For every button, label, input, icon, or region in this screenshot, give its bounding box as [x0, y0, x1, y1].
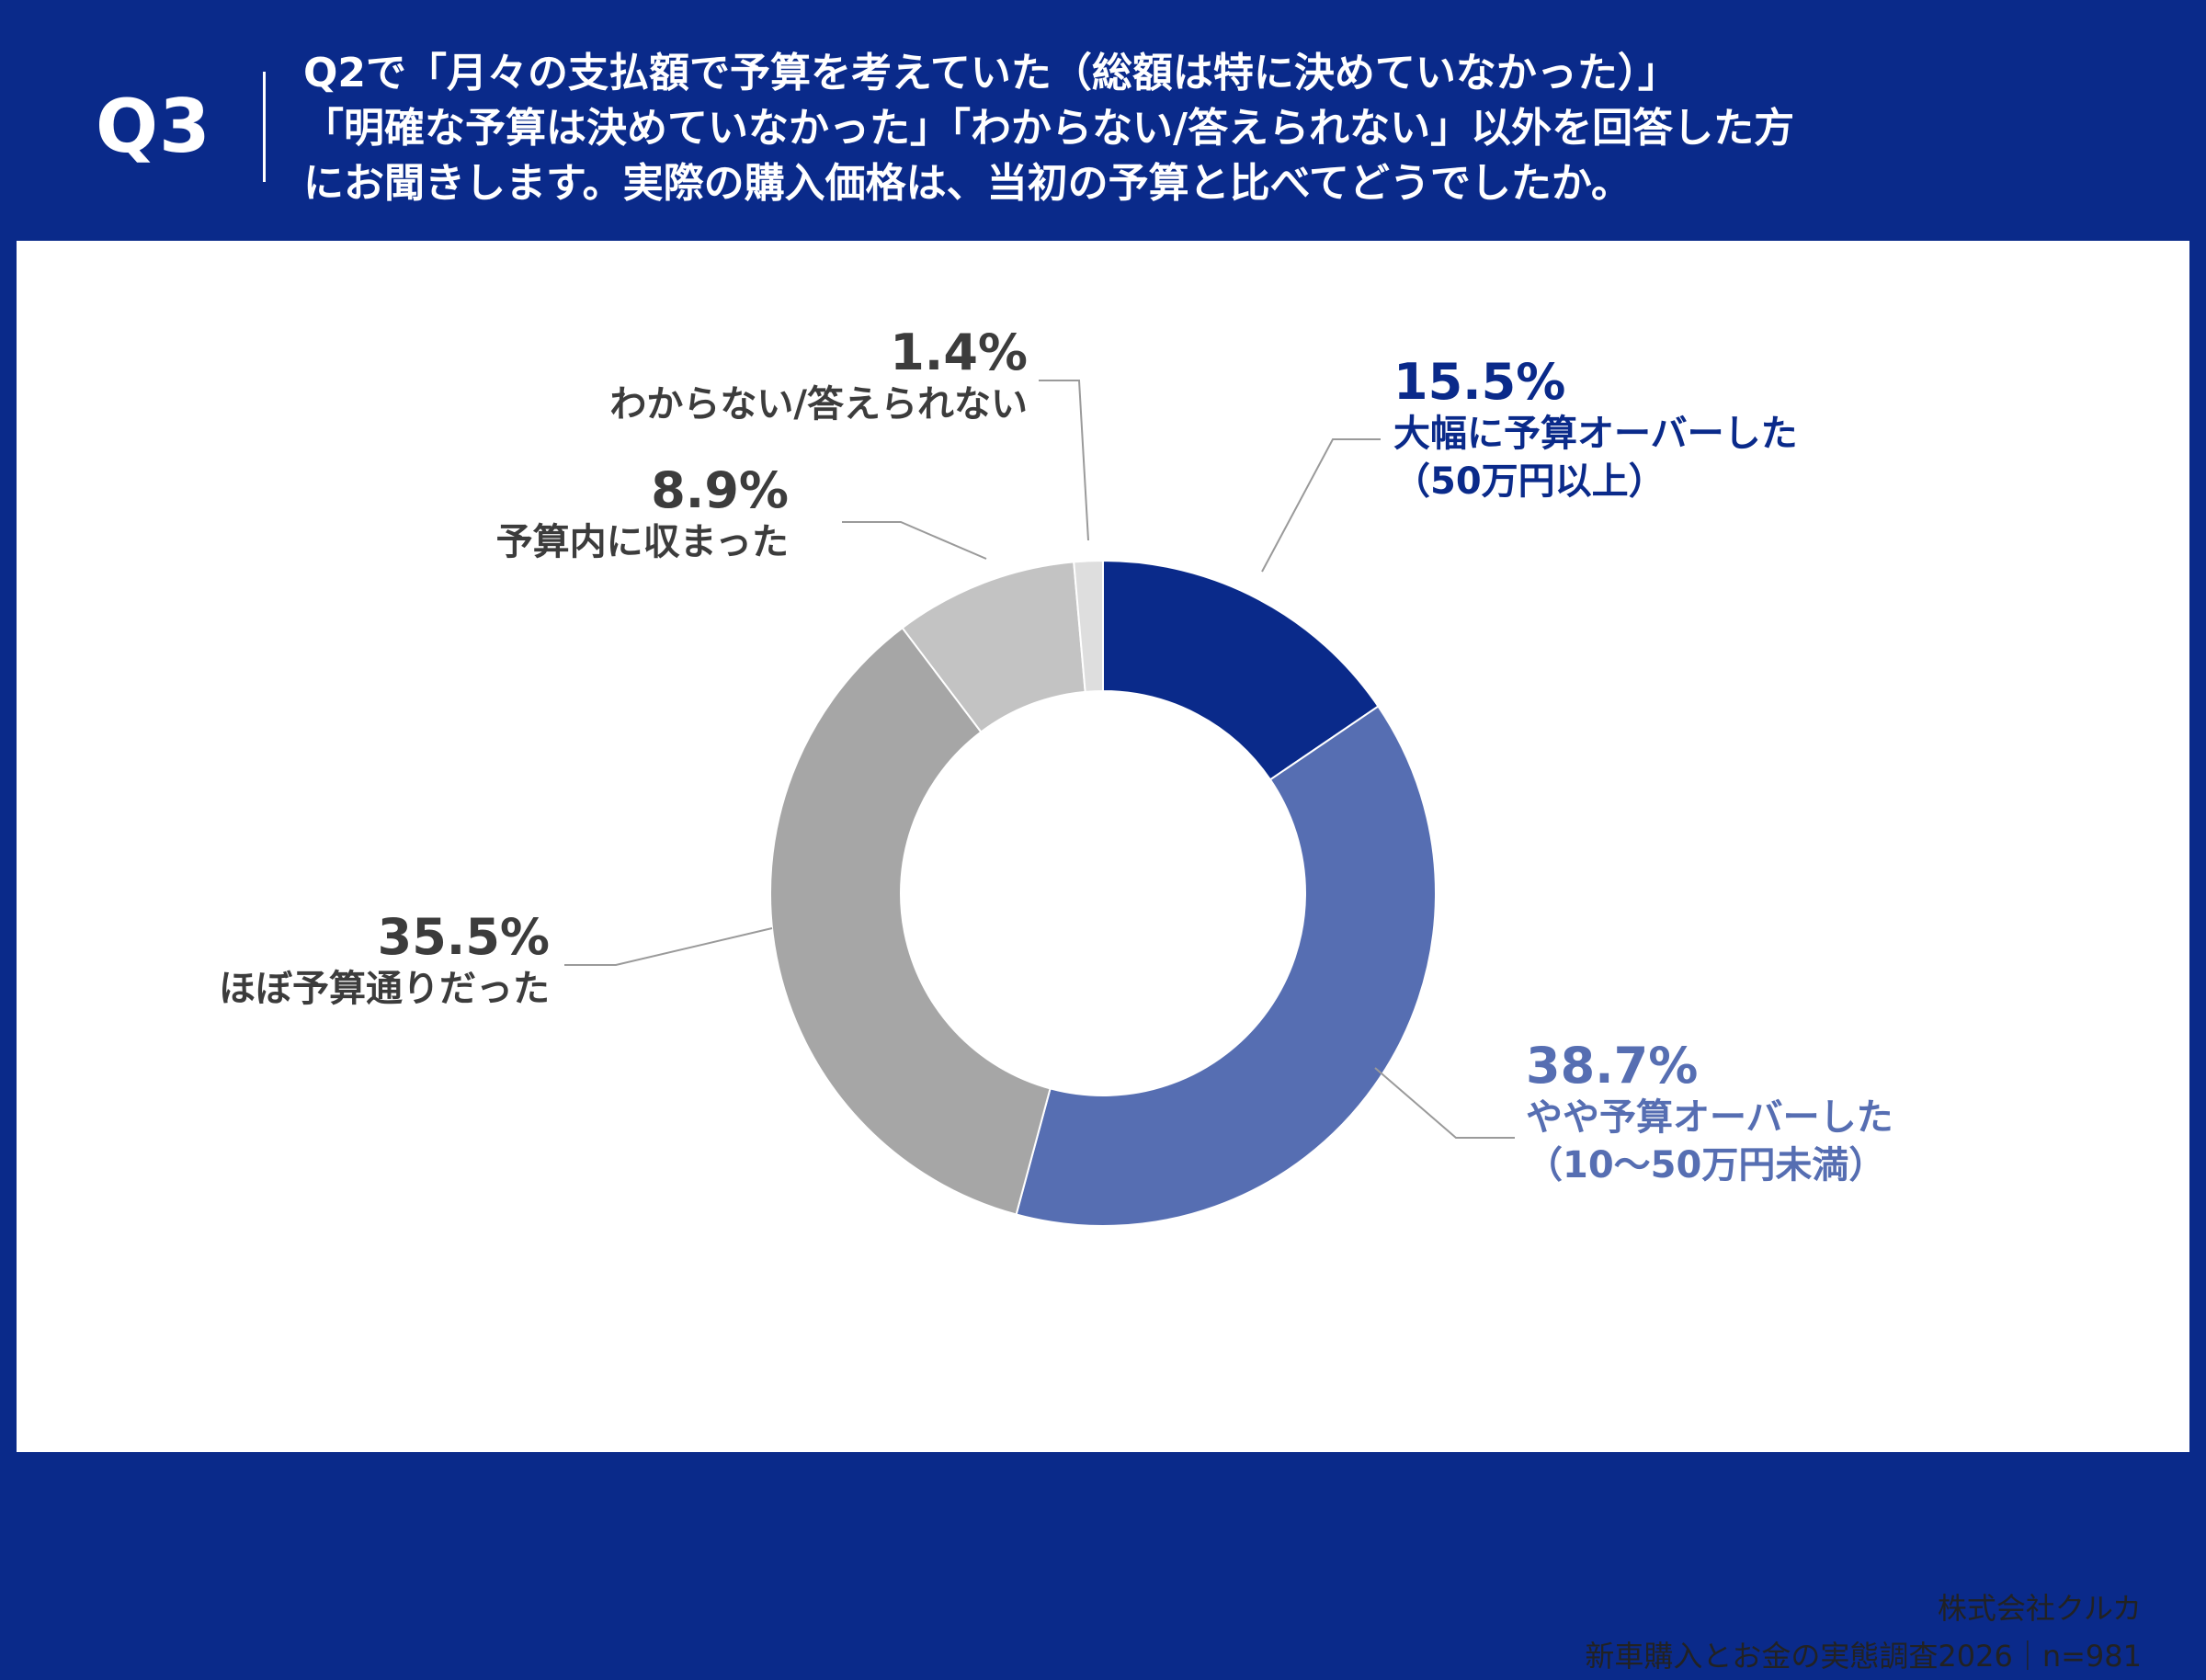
source-footer: 株式会社クルカ 新車購入とお金の実態調査2026｜n=981: [1585, 1584, 2142, 1680]
question-line: にお聞きします。実際の購入価格は、当初の予算と比べてどうでしたか。: [303, 160, 1632, 207]
slice-on-budget: [769, 626, 1052, 1216]
slice-over-large: [1102, 559, 1380, 781]
value-label: 15.5%: [1393, 353, 1566, 411]
data-label-unknown: 1.4% わからない/答えられない: [366, 325, 1028, 428]
value-label: 35.5%: [377, 908, 550, 966]
value-label: 1.4%: [890, 324, 1028, 381]
data-label-on-budget: 35.5% ほぼ予算通りだった: [145, 910, 550, 1013]
question-number: Q3: [96, 84, 211, 169]
question-line: Q2で「月々の支払額で予算を考えていた（総額は特に決めていなかった）」: [303, 50, 1678, 96]
leader-line: [842, 521, 987, 560]
question-line: 「明確な予算は決めていなかった」「わからない/答えられない」以外を回答した方: [303, 105, 1795, 152]
leader-line: [564, 927, 773, 966]
data-label-over-slight: 38.7% やや予算オーバーした （10〜50万円未満）: [1526, 1039, 1893, 1189]
category-label: 予算内に収まった: [495, 521, 789, 563]
data-label-over-large: 15.5% 大幅に予算オーバーした （50万円以上）: [1393, 355, 1798, 505]
category-label: やや予算オーバーした: [1526, 1096, 1893, 1139]
category-label: わからない/答えられない: [609, 383, 1028, 426]
question-text: Q2で「月々の支払額で予算を考えていた（総額は特に決めていなかった）」 「明確な…: [303, 46, 2123, 211]
header-banner: Q3 Q2で「月々の支払額で予算を考えていた（総額は特に決めていなかった）」 「…: [0, 0, 2206, 237]
value-label: 38.7%: [1526, 1037, 1699, 1095]
company-name: 株式会社クルカ: [1937, 1591, 2142, 1626]
chart-panel: 15.5% 大幅に予算オーバーした （50万円以上） 38.7% やや予算オーバ…: [17, 241, 2189, 1674]
leader-line: [1039, 380, 1089, 541]
category-sublabel: （10〜50万円未満）: [1526, 1144, 1886, 1186]
leader-line: [1374, 1067, 1515, 1139]
header-divider: [263, 72, 266, 182]
category-label: 大幅に予算オーバーした: [1393, 413, 1798, 455]
slice-over-slight: [1015, 705, 1437, 1227]
leader-line: [1261, 438, 1381, 573]
category-label: ほぼ予算通りだった: [219, 968, 550, 1010]
value-label: 8.9%: [651, 461, 789, 519]
data-label-under-budget: 8.9% 予算内に収まった: [292, 463, 789, 566]
survey-info: 新車購入とお金の実態調査2026｜n=981: [1585, 1639, 2142, 1674]
category-sublabel: （50万円以上）: [1393, 460, 1666, 503]
slice-unknown: [1073, 559, 1104, 693]
donut-chart: [564, 380, 1515, 1227]
